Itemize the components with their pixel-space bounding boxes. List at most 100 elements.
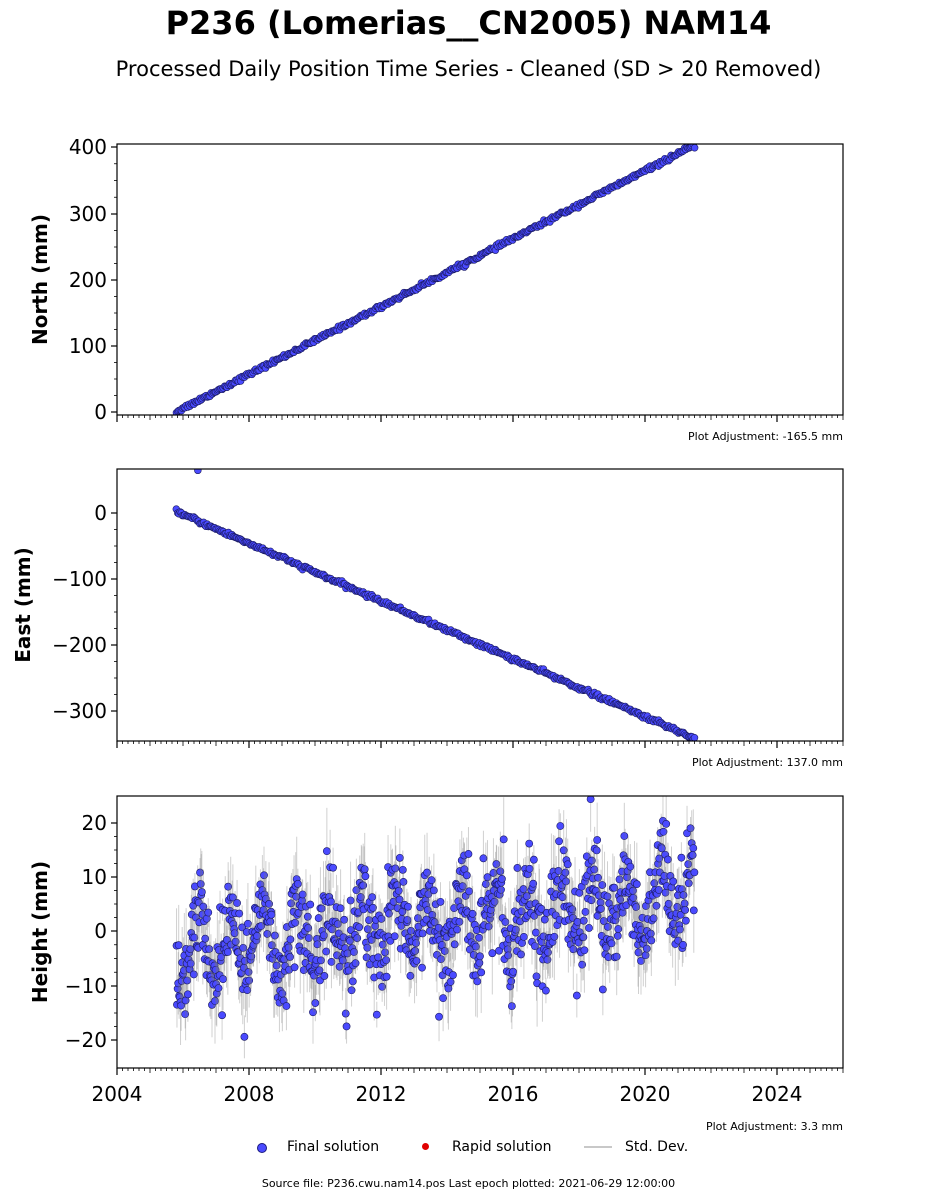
data-point xyxy=(320,972,329,980)
data-point xyxy=(228,893,237,902)
y-tick-label: 200 xyxy=(69,268,107,292)
x-tick-label: 2016 xyxy=(488,1082,539,1106)
y-tick-label: −300 xyxy=(52,699,107,723)
data-point xyxy=(679,940,687,949)
data-point xyxy=(336,904,345,913)
data-point xyxy=(183,976,192,985)
y-tick-label: 0 xyxy=(94,400,107,424)
data-point xyxy=(556,822,565,830)
data-point xyxy=(412,956,421,965)
data-point xyxy=(586,796,595,804)
data-point xyxy=(569,945,578,954)
series-final-solution-0 xyxy=(172,144,699,415)
data-point xyxy=(674,936,683,945)
data-point xyxy=(590,865,599,874)
legend-std-label: Std. Dev. xyxy=(625,1139,689,1155)
data-point xyxy=(522,892,531,901)
y-axis-label: North (mm) xyxy=(28,214,52,345)
std-dev-marker xyxy=(584,1146,612,1148)
data-point xyxy=(267,910,276,919)
data-point xyxy=(684,860,693,869)
data-point xyxy=(240,1032,249,1041)
data-point xyxy=(268,941,276,950)
data-point xyxy=(472,942,480,951)
data-point xyxy=(381,948,389,957)
data-point xyxy=(473,977,482,986)
data-point xyxy=(637,956,645,965)
data-point xyxy=(399,877,408,886)
data-point xyxy=(688,851,697,859)
y-tick-label: 0 xyxy=(94,501,107,525)
data-point xyxy=(233,899,241,907)
data-point xyxy=(303,912,312,921)
data-point xyxy=(479,854,488,863)
data-point xyxy=(304,924,313,932)
final-solution-marker xyxy=(257,1143,267,1153)
data-point xyxy=(612,952,621,961)
data-point xyxy=(372,1010,381,1019)
data-point xyxy=(340,915,349,924)
data-point xyxy=(679,891,688,899)
data-point xyxy=(423,868,431,877)
data-point xyxy=(507,1002,516,1011)
source-note: Source file: P236.cwu.nam14.pos Last epo… xyxy=(261,1177,676,1190)
data-point xyxy=(398,865,407,874)
x-tick-label: 2004 xyxy=(92,1082,143,1106)
data-point xyxy=(542,986,550,995)
data-point xyxy=(199,902,208,911)
data-point xyxy=(350,948,358,956)
data-point xyxy=(238,923,247,932)
data-point xyxy=(181,1010,190,1019)
data-point xyxy=(519,885,528,893)
data-point xyxy=(224,882,233,891)
data-point xyxy=(439,994,448,1003)
data-point xyxy=(378,940,387,949)
data-point xyxy=(219,975,227,983)
data-point xyxy=(562,877,570,886)
data-point xyxy=(174,941,183,950)
data-point xyxy=(177,1001,186,1010)
data-point xyxy=(230,929,239,938)
data-point xyxy=(418,963,426,972)
data-point xyxy=(659,827,668,836)
data-point xyxy=(594,873,603,882)
data-point xyxy=(266,917,275,926)
data-point xyxy=(662,819,671,828)
data-point xyxy=(632,880,641,889)
data-point xyxy=(315,966,324,975)
data-point xyxy=(363,943,372,952)
data-point xyxy=(612,911,621,920)
data-point xyxy=(319,931,328,940)
data-point xyxy=(529,855,538,864)
data-point xyxy=(183,990,192,999)
y-tick-label: 400 xyxy=(69,135,107,159)
data-point xyxy=(499,835,508,844)
data-point xyxy=(664,899,673,908)
data-point xyxy=(429,886,438,895)
data-point xyxy=(607,939,616,948)
data-point xyxy=(214,984,223,993)
data-point xyxy=(440,947,449,955)
data-point xyxy=(498,874,506,883)
data-point xyxy=(368,893,377,902)
data-point xyxy=(558,893,567,902)
data-point xyxy=(382,956,391,965)
data-point xyxy=(244,968,253,976)
data-point xyxy=(317,956,325,965)
data-point xyxy=(360,865,369,874)
data-point xyxy=(483,873,492,882)
data-point xyxy=(265,900,273,908)
data-point xyxy=(186,959,195,968)
data-point xyxy=(676,925,684,934)
data-point xyxy=(390,932,399,941)
x-tick-label: 2024 xyxy=(752,1082,803,1106)
data-point xyxy=(511,925,520,934)
data-point xyxy=(676,910,685,919)
data-point xyxy=(680,899,689,908)
data-point xyxy=(689,906,698,915)
data-point xyxy=(329,863,337,872)
data-point xyxy=(347,986,356,995)
data-point xyxy=(620,832,629,840)
data-point xyxy=(293,879,302,888)
